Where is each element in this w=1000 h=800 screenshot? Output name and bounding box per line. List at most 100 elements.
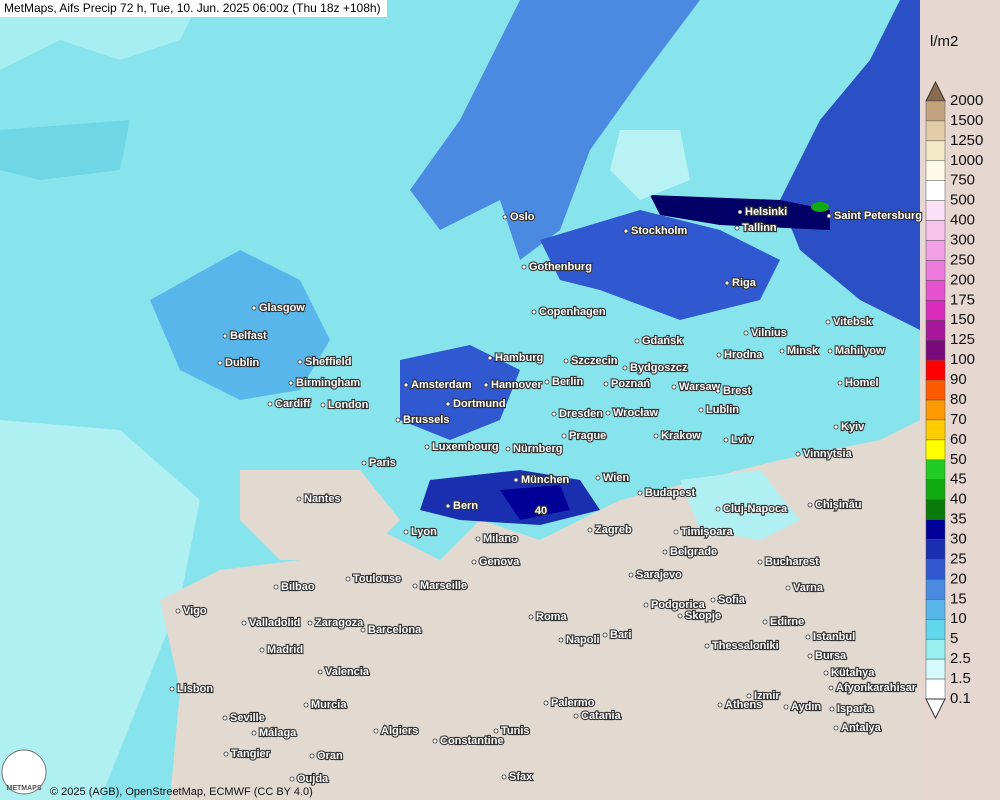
legend-swatch: [925, 419, 946, 441]
legend-swatch: [925, 579, 946, 600]
city-dot: [623, 228, 629, 234]
city-dot: [757, 559, 763, 565]
legend-swatch: [925, 339, 946, 361]
city-dot: [561, 433, 567, 439]
precip-area: [540, 210, 780, 320]
city-label: Chișinău: [815, 499, 861, 511]
legend-swatch: [925, 459, 946, 480]
legend-swatch: [925, 359, 946, 381]
legend-swatch: [925, 539, 946, 560]
city-dot: [637, 490, 643, 496]
legend-swatch: [925, 120, 946, 142]
legend-label: 90: [950, 371, 967, 388]
legend-swatch: [925, 599, 946, 620]
legend-label: 60: [950, 431, 967, 448]
legend-label: 25: [950, 550, 967, 567]
city-label: Wrocław: [613, 407, 658, 419]
city-label: Helsinki: [745, 206, 787, 218]
city-label: Bari: [610, 629, 631, 641]
legend-swatch: [925, 439, 946, 461]
legend-label: 40: [950, 491, 967, 508]
city-dot: [783, 704, 789, 710]
city-label: Murcia: [311, 699, 347, 711]
city-dot: [273, 584, 279, 590]
city-dot: [403, 382, 409, 388]
city-dot: [628, 572, 634, 578]
city-dot: [662, 549, 668, 555]
city-dot: [698, 407, 704, 413]
city-dot: [643, 602, 649, 608]
logo-text: METMAPS: [7, 785, 42, 792]
city-label: Algiers: [381, 725, 418, 737]
city-label: Podgorica: [651, 599, 706, 611]
legend-label: 750: [950, 172, 975, 189]
legend-label: 2000: [950, 92, 983, 109]
city-label: Madrid: [267, 644, 303, 656]
city-dot: [715, 506, 721, 512]
city-dot: [779, 348, 785, 354]
city-label: Valladolid: [249, 617, 300, 629]
city-label: Budapest: [645, 487, 695, 499]
city-label: Skopje: [685, 610, 721, 622]
city-label: Sarajevo: [636, 569, 682, 581]
legend-unit: l/m2: [930, 33, 958, 50]
city-label: Nürnberg: [513, 443, 563, 455]
city-label: Varna: [793, 582, 824, 594]
legend-swatch: [925, 678, 946, 700]
city-label: Vigo: [183, 605, 207, 617]
legend-label: 80: [950, 391, 967, 408]
city-dot: [551, 411, 557, 417]
city-dot: [241, 620, 247, 626]
city-dot: [289, 776, 295, 782]
city-dot: [677, 613, 683, 619]
city-label: Palermo: [551, 697, 595, 709]
legend-label: 20: [950, 570, 967, 587]
legend-label: 500: [950, 192, 975, 209]
max-value-label: 40: [535, 505, 547, 517]
city-dot: [605, 410, 611, 416]
city-label: Saint Petersburg: [834, 210, 922, 222]
city-dot: [424, 444, 430, 450]
city-label: Timișoara: [681, 526, 734, 538]
city-label: Oslo: [510, 211, 535, 223]
city-dot: [746, 693, 752, 699]
land: [240, 470, 400, 560]
city-label: Hannover: [491, 379, 542, 391]
city-label: Barcelona: [368, 624, 422, 636]
city-label: Lublin: [706, 404, 739, 416]
city-dot: [222, 333, 228, 339]
city-label: München: [521, 474, 570, 486]
precip-area: [780, 0, 920, 330]
city-dot: [445, 503, 451, 509]
city-label: Sofia: [718, 594, 746, 606]
legend-label: 1250: [950, 132, 983, 149]
city-label: Afyonkarahisar: [836, 682, 917, 694]
city-dot: [251, 305, 257, 311]
city-label: Istanbul: [813, 631, 855, 643]
legend-label: 400: [950, 212, 975, 229]
city-label: Kütahya: [831, 667, 875, 679]
city-label: Aydın: [791, 701, 821, 713]
city-label: Málaga: [259, 727, 297, 739]
city-label: Belfast: [230, 330, 267, 342]
city-dot: [595, 475, 601, 481]
city-label: Edirne: [770, 616, 804, 628]
city-dot: [483, 382, 489, 388]
city-dot: [724, 280, 730, 286]
precip-area: [0, 120, 130, 180]
city-dot: [360, 627, 366, 633]
city-label: Belgrade: [670, 546, 717, 558]
city-label: Seville: [230, 712, 265, 724]
legend-label: 70: [950, 411, 967, 428]
city-label: Dublin: [225, 357, 259, 369]
city-label: Nantes: [304, 493, 341, 505]
city-label: Bursa: [815, 650, 847, 662]
city-label: Milano: [483, 533, 518, 545]
city-label: Tangier: [231, 748, 271, 760]
city-dot: [487, 355, 493, 361]
city-label: Constantine: [440, 735, 504, 747]
legend-swatch: [925, 160, 946, 181]
legend-label: 1.5: [950, 670, 971, 687]
city-label: Vinnytsia: [803, 448, 853, 460]
precip-area: [0, 0, 200, 70]
